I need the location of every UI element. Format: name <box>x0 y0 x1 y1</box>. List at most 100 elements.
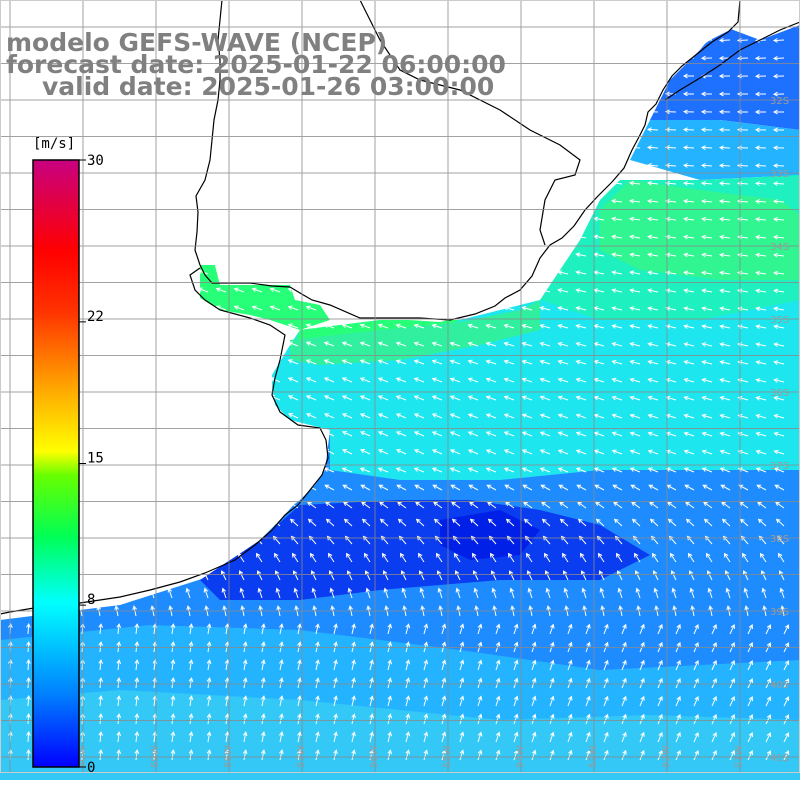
wind-arrow <box>611 306 623 311</box>
wind-arrow <box>594 501 605 509</box>
wind-arrow <box>341 287 353 293</box>
wind-arrow <box>719 431 731 437</box>
wind-arrow <box>693 695 699 707</box>
wind-arrow <box>775 518 785 527</box>
wind-arrow <box>779 587 785 599</box>
wind-arrow <box>700 181 713 186</box>
wind-arrow <box>188 623 194 635</box>
wind-arrow <box>557 359 569 365</box>
wind-arrow <box>783 624 790 635</box>
wind-arrow <box>611 431 623 437</box>
wind-arrow <box>675 713 681 725</box>
wind-arrow <box>405 713 411 725</box>
wind-arrow <box>665 198 677 204</box>
wind-arrow <box>395 377 407 383</box>
wind-arrow <box>472 570 479 581</box>
wind-arrow <box>522 484 533 491</box>
wind-arrow <box>485 377 497 383</box>
wind-arrow <box>598 570 605 581</box>
wind-arrow <box>381 552 389 563</box>
wind-arrow <box>585 749 591 761</box>
wind-arrow <box>567 695 573 707</box>
wind-arrow <box>729 749 735 761</box>
wind-arrow <box>664 180 677 186</box>
wind-arrow <box>431 467 443 473</box>
wind-arrow <box>669 552 677 563</box>
wind-arrow <box>134 731 140 743</box>
wind-arrow <box>711 695 717 707</box>
wind-arrow <box>477 713 483 725</box>
wind-arrow <box>521 449 533 455</box>
wind-arrow <box>521 413 533 419</box>
wind-arrow <box>413 323 425 329</box>
title-line-1: modelo GEFS-WAVE (NCEP) <box>6 28 387 57</box>
wind-arrow <box>359 467 371 473</box>
wind-arrow <box>755 342 767 347</box>
wind-arrow <box>700 109 713 115</box>
wind-arrow <box>423 677 429 689</box>
wind-arrow <box>399 552 407 563</box>
wind-arrow <box>612 484 623 491</box>
wind-arrow <box>449 449 461 455</box>
wind-arrow <box>772 145 785 151</box>
wind-arrow <box>665 342 677 347</box>
estuary-zone-green-east <box>290 300 540 365</box>
wind-arrow <box>450 484 461 491</box>
wind-arrow <box>585 731 591 743</box>
wind-arrow <box>701 467 713 473</box>
wind-arrow <box>629 342 641 347</box>
wind-arrow <box>557 306 569 311</box>
wind-arrow <box>611 180 623 186</box>
wind-arrow <box>693 623 699 635</box>
wind-arrow <box>718 127 731 133</box>
wind-arrow <box>377 359 389 365</box>
wind-arrow <box>431 413 443 419</box>
wind-arrow <box>629 395 641 401</box>
wind-arrow <box>575 449 587 455</box>
wind-arrow <box>134 749 140 761</box>
wind-arrow <box>233 323 245 329</box>
wind-arrow <box>773 449 785 455</box>
wind-arrow <box>754 181 767 186</box>
wind-arrow <box>639 659 645 671</box>
wind-arrow <box>324 501 335 509</box>
wind-arrow <box>629 252 641 258</box>
wind-arrow <box>418 570 425 581</box>
wind-arrow <box>639 731 645 743</box>
wind-arrow <box>365 587 371 599</box>
wind-arrow <box>531 623 537 635</box>
wind-arrow <box>423 659 429 671</box>
wind-arrow <box>567 623 573 635</box>
wind-arrow <box>629 377 641 383</box>
wind-arrow <box>540 501 551 509</box>
wind-arrow <box>449 431 461 437</box>
wind-arrow <box>413 395 425 401</box>
wind-arrow <box>513 713 519 725</box>
wind-arrow <box>755 413 767 419</box>
wind-arrow <box>585 659 591 671</box>
wind-arrow <box>684 484 695 491</box>
wind-arrow <box>613 518 623 527</box>
wind-arrow <box>657 659 663 671</box>
wind-arrow <box>557 252 569 257</box>
graticule <box>0 0 800 772</box>
wind-arrow <box>634 570 641 581</box>
wind-arrow <box>305 323 317 329</box>
wind-arrow <box>417 552 425 563</box>
wind-arrow <box>755 270 767 276</box>
wind-arrow <box>701 431 713 437</box>
wind-arrow <box>521 306 533 311</box>
wind-arrow <box>260 623 266 635</box>
wind-arrow <box>603 659 609 671</box>
wind-arrow <box>629 216 641 222</box>
wind-arrow <box>305 413 317 419</box>
wind-arrow <box>347 587 353 599</box>
wind-arrow <box>739 518 749 527</box>
wind-arrow <box>116 659 122 671</box>
wind-arrow <box>387 659 392 671</box>
wind-arrow <box>611 342 623 347</box>
wind-arrow <box>485 449 497 455</box>
wind-arrow <box>359 377 371 383</box>
wind-arrow <box>459 713 465 725</box>
wind-arrow <box>309 552 317 563</box>
